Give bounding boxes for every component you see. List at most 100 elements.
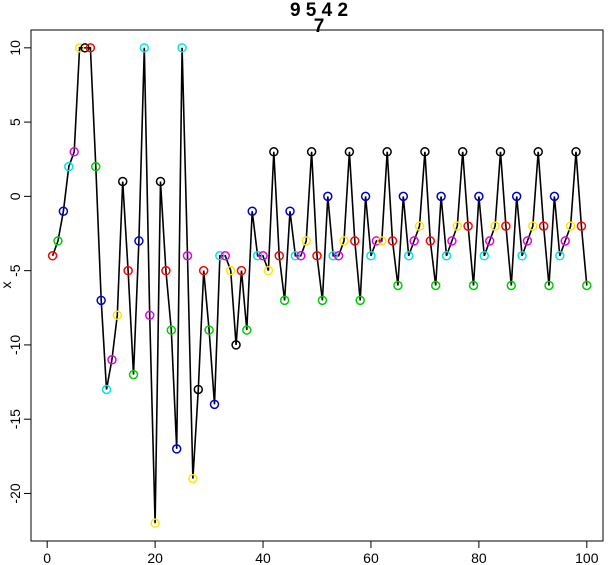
- data-point: [414, 221, 425, 231]
- data-point: [522, 236, 533, 246]
- data-point: [360, 191, 371, 202]
- chart-title-line-2: 7: [314, 16, 325, 37]
- data-point: [398, 191, 409, 202]
- data-point: [112, 310, 123, 320]
- data-point: [490, 221, 500, 231]
- data-point: [333, 251, 344, 261]
- data-point: [366, 251, 376, 261]
- data-point: [215, 251, 225, 261]
- data-point: [204, 325, 214, 335]
- series-line: [51, 46, 588, 524]
- x-tick-label: 80: [471, 550, 487, 565]
- data-point: [420, 147, 430, 157]
- data-point: [209, 399, 220, 410]
- data-point: [166, 325, 177, 335]
- data-point: [117, 176, 128, 187]
- data-point: [74, 43, 85, 53]
- data-point: [323, 191, 333, 202]
- data-point: [285, 206, 295, 216]
- data-point: [263, 265, 274, 276]
- data-point: [155, 176, 166, 187]
- data-point: [64, 161, 74, 172]
- data-point: [479, 251, 490, 261]
- data-point: [409, 236, 419, 246]
- data-point: [533, 147, 543, 157]
- x-tick-label: 0: [43, 550, 51, 565]
- data-point: [560, 236, 570, 246]
- data-point: [447, 236, 457, 246]
- data-point: [274, 251, 284, 261]
- data-point: [96, 295, 106, 306]
- data-point: [134, 236, 144, 246]
- data-point: [85, 43, 96, 53]
- data-point: [457, 147, 468, 157]
- data-point: [144, 310, 155, 320]
- y-axis-label: x: [0, 282, 14, 289]
- data-point: [107, 355, 117, 365]
- data-point: [171, 444, 182, 454]
- y-tick-label: -20: [7, 483, 23, 503]
- data-point: [506, 280, 517, 291]
- data-point: [69, 147, 79, 157]
- data-point: [242, 325, 252, 335]
- data-point: [312, 251, 322, 261]
- data-point: [355, 295, 365, 306]
- data-point: [247, 206, 257, 216]
- y-axis: 10 5 0 -5 -10 -15 -20: [7, 40, 32, 504]
- data-point: [328, 251, 338, 261]
- data-point: [371, 236, 382, 246]
- data-point: [236, 265, 247, 276]
- data-point: [495, 147, 506, 157]
- data-point: [544, 280, 554, 291]
- data-point: [474, 191, 484, 202]
- data-point: [463, 221, 473, 231]
- data-point: [269, 147, 279, 157]
- data-point: [582, 280, 592, 291]
- data-point: [555, 251, 565, 261]
- data-point: [139, 43, 150, 53]
- data-point: [279, 295, 290, 306]
- data-point: [528, 221, 538, 231]
- y-tick-label: 0: [7, 192, 23, 200]
- data-point: [177, 43, 187, 53]
- data-point: [317, 295, 328, 306]
- y-tick-label: -15: [7, 409, 23, 429]
- chart-title-line-1: 9 5 4 2: [290, 0, 348, 21]
- data-point: [452, 221, 463, 231]
- y-tick-label: -10: [7, 335, 23, 355]
- data-point: [182, 251, 193, 261]
- y-tick-label: 10: [7, 40, 23, 56]
- data-point: [501, 221, 511, 231]
- data-point: [571, 147, 581, 157]
- data-point: [403, 251, 414, 261]
- data-point: [53, 236, 63, 246]
- x-tick-label: 60: [363, 550, 379, 565]
- data-point: [128, 369, 139, 380]
- data-point: [350, 236, 360, 246]
- data-point: [220, 251, 231, 261]
- data-point: [101, 384, 112, 395]
- data-point: [252, 251, 263, 261]
- data-point: [225, 265, 236, 276]
- data-point: [150, 518, 160, 528]
- data-point: [290, 251, 301, 261]
- data-point: [91, 161, 101, 172]
- data-point: [344, 147, 355, 157]
- y-tick-label: -5: [7, 264, 23, 277]
- data-point: [161, 265, 171, 276]
- x-axis: 0 20 40 60 80 100: [43, 540, 599, 565]
- data-point: [565, 221, 576, 231]
- x-tick-label: 40: [255, 550, 271, 565]
- data-point: [576, 221, 587, 231]
- data-point: [393, 280, 403, 291]
- data-point: [484, 236, 495, 246]
- data-point: [306, 147, 317, 157]
- data-point: [549, 191, 560, 202]
- x-tick-label: 20: [147, 550, 163, 565]
- y-tick-label: 5: [7, 118, 23, 126]
- data-point: [538, 221, 549, 231]
- data-point: [382, 147, 392, 157]
- series-points: [47, 43, 592, 528]
